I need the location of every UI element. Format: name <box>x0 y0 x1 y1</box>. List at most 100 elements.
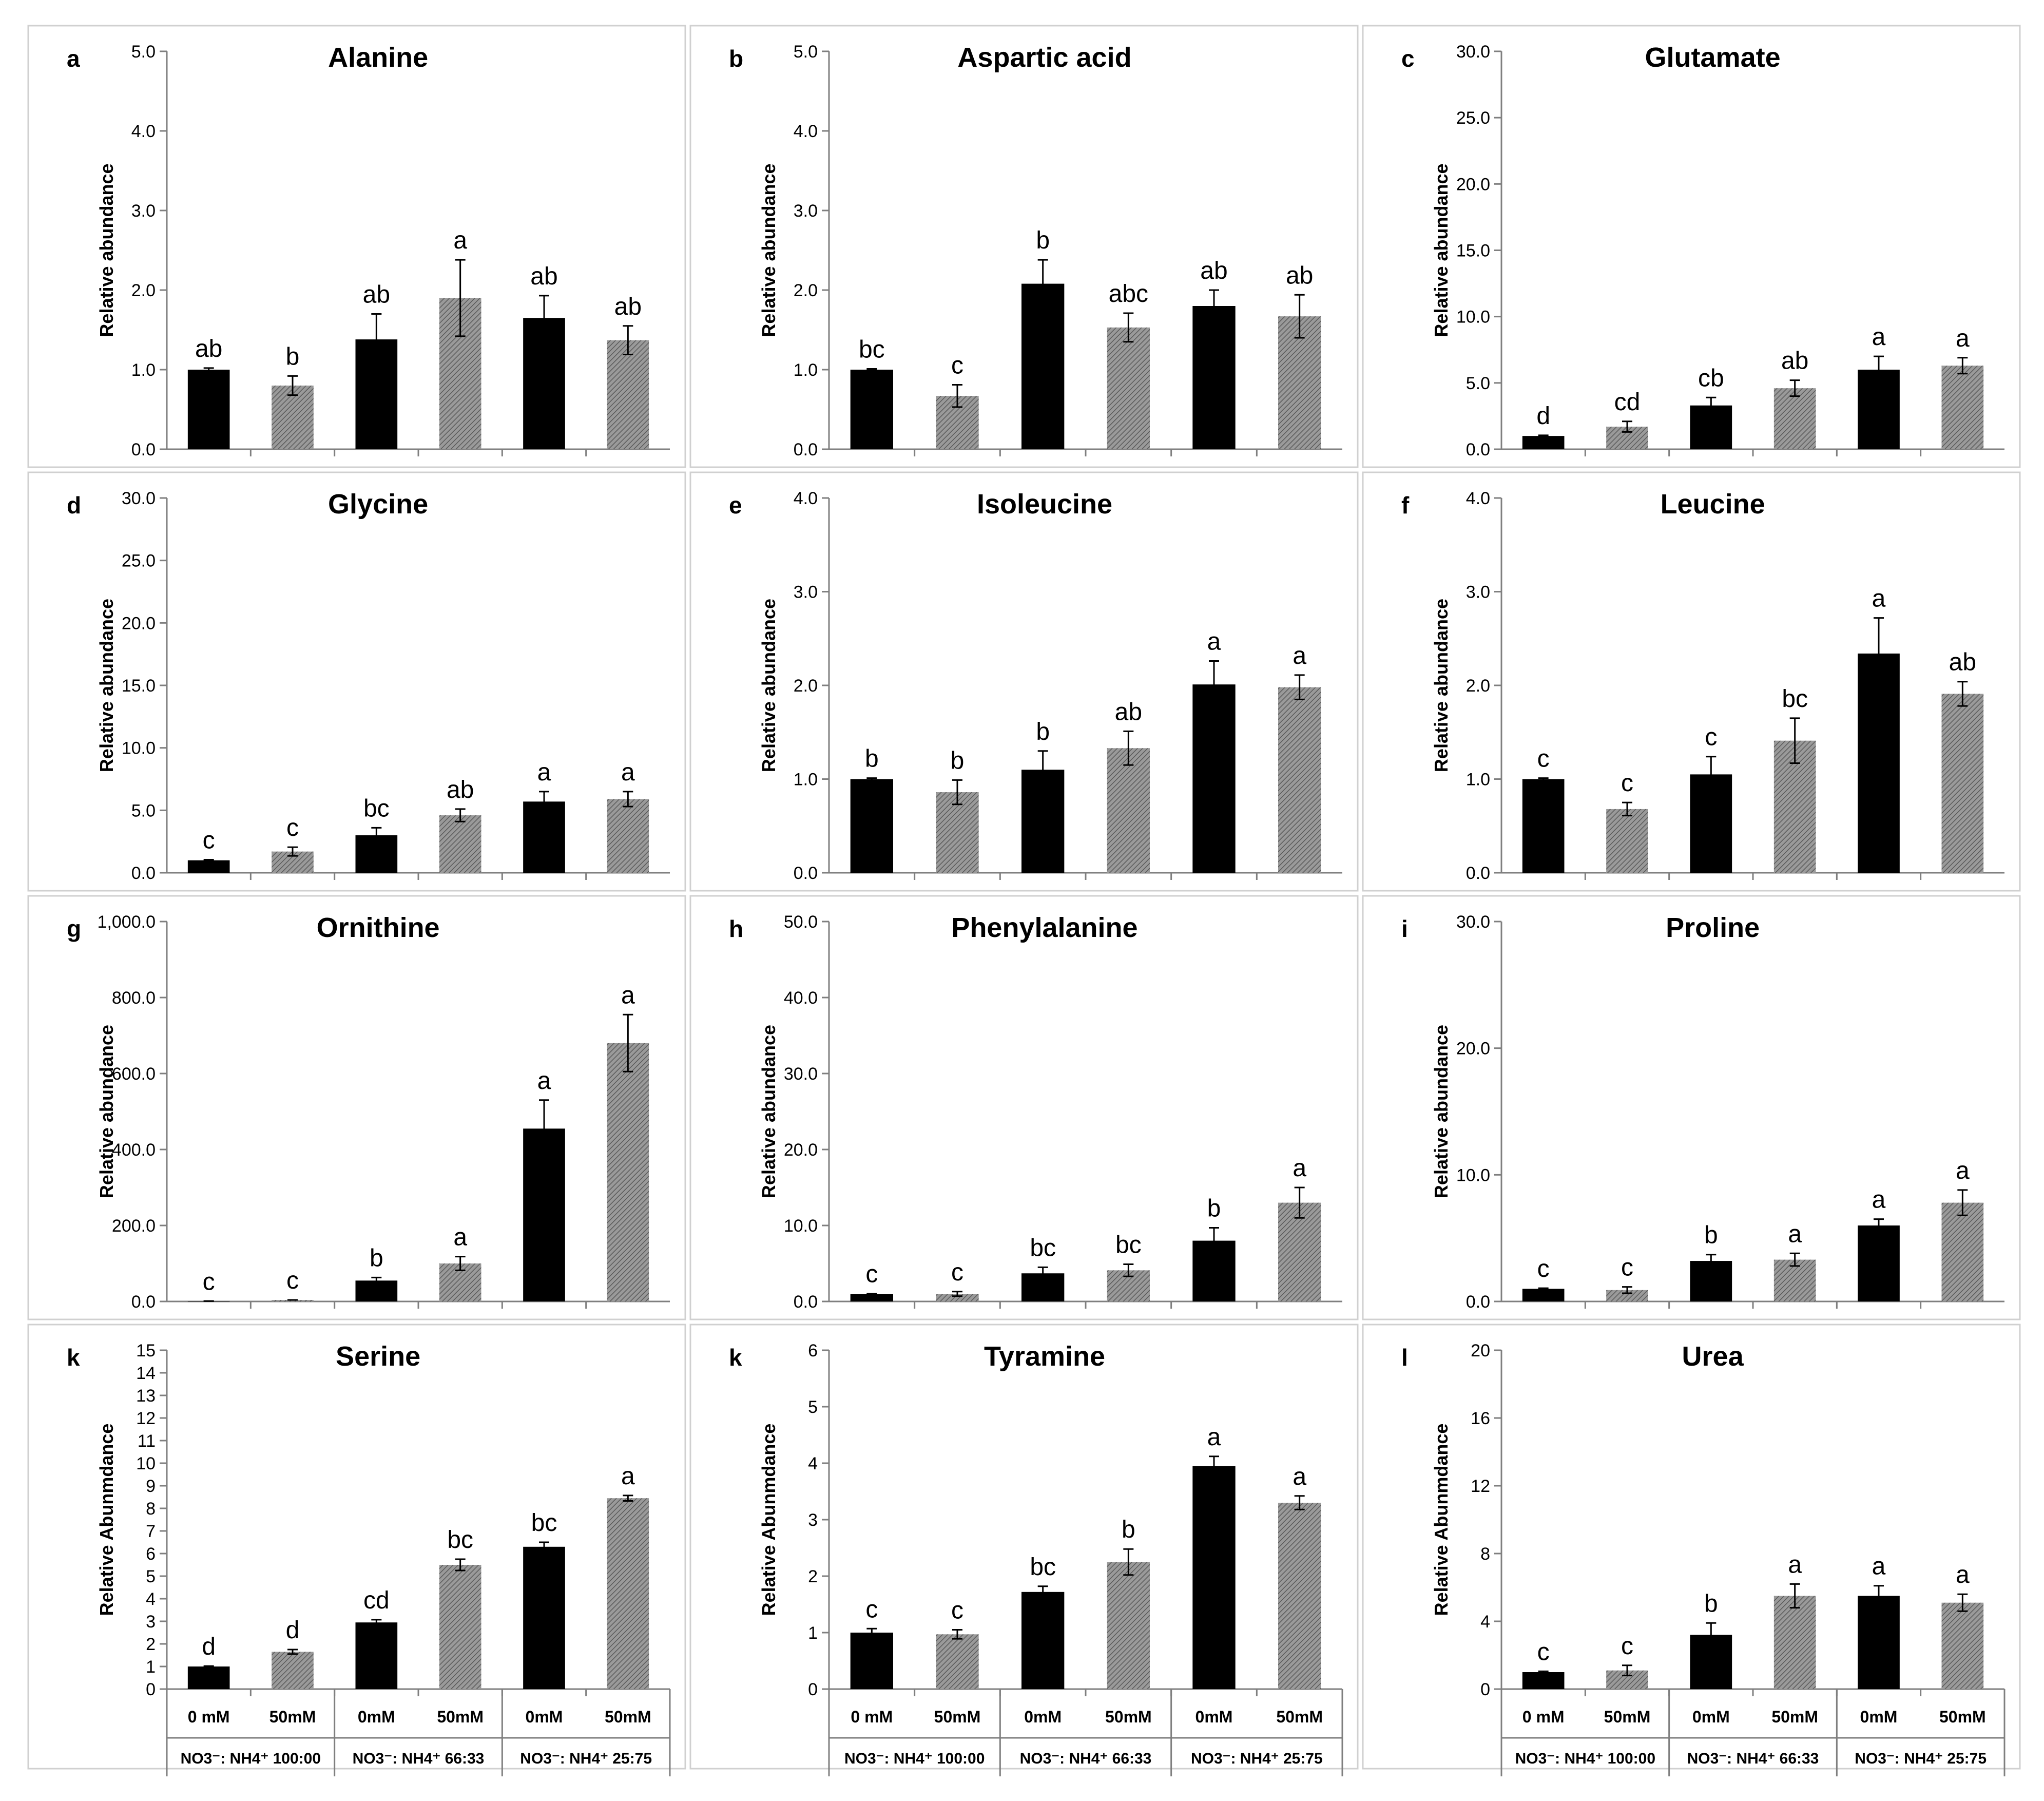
significance-letter: b <box>1122 1516 1135 1543</box>
y-tick-label: 20 <box>1471 1341 1490 1361</box>
panel-letter: b <box>729 45 743 72</box>
panel-letter: e <box>729 492 742 519</box>
panel-letter: k <box>67 1344 80 1371</box>
y-tick-label: 4 <box>808 1454 818 1473</box>
chart-panel-isoleucine: 0.0 1.0 2.0 3.0 4.0 e Isoleucine Relative abund… <box>689 471 1359 892</box>
y-tick-label: 30.0 <box>1456 42 1490 62</box>
y-tick-label: 9 <box>146 1477 156 1496</box>
y-tick-label: 4.0 <box>131 122 156 141</box>
bar <box>523 801 565 873</box>
panel-letter: l <box>1401 1344 1408 1371</box>
y-tick-label: 5 <box>146 1567 156 1586</box>
y-tick-label: 25.0 <box>1456 108 1490 128</box>
y-tick-label: 0.0 <box>131 1292 156 1312</box>
significance-letter: a <box>1956 325 1970 352</box>
bar <box>850 1294 893 1301</box>
bar <box>187 1666 230 1689</box>
significance-letter: c <box>951 1597 963 1624</box>
panel-letter: f <box>1401 492 1410 519</box>
x-group-label: NO3⁻: NH4⁺ 25:75 <box>1191 1750 1323 1767</box>
x-group-label: NO3⁻: NH4⁺ 66:33 <box>353 1750 485 1767</box>
y-tick-label: 800.0 <box>112 988 156 1008</box>
significance-letter: a <box>453 1224 467 1251</box>
significance-letter: c <box>951 352 963 379</box>
y-axis-label: Relative Abunmdance <box>758 1424 779 1616</box>
y-tick-label: 5 <box>808 1397 818 1417</box>
y-tick-label: 10.0 <box>1456 1165 1490 1185</box>
y-tick-label: 20.0 <box>784 1140 818 1160</box>
y-tick-label: 0.0 <box>794 440 818 459</box>
y-tick-label: 0.0 <box>794 1292 818 1312</box>
y-tick-label: 5.0 <box>794 42 818 62</box>
significance-letter: ab <box>1781 348 1808 375</box>
panel-letter: a <box>67 45 80 72</box>
significance-letter: b <box>1704 1222 1718 1249</box>
chart-panel-alanine: 0.0 1.0 2.0 3.0 4.0 5.0 a Alanine Relative abund… <box>27 25 686 468</box>
x-concentration-label: 0mM <box>1024 1708 1062 1726</box>
significance-letter: a <box>1293 1155 1306 1182</box>
y-tick-label: 200.0 <box>112 1216 156 1236</box>
bar <box>1278 687 1321 873</box>
chart-title: Aspartic acid <box>957 42 1131 73</box>
x-group-label: NO3⁻: NH4⁺ 100:00 <box>844 1750 985 1767</box>
x-group-label: NO3⁻: NH4⁺ 100:00 <box>181 1750 321 1767</box>
x-concentration-label: 0mM <box>1692 1708 1730 1726</box>
significance-letter: bc <box>531 1509 557 1537</box>
y-tick-label: 15.0 <box>1456 241 1490 261</box>
significance-letter: bc <box>1782 685 1808 713</box>
y-axis-label: Relative abundance <box>758 1025 779 1198</box>
bar <box>1192 1466 1236 1689</box>
x-group-label: NO3⁻: NH4⁺ 25:75 <box>520 1750 652 1767</box>
panel-letter: d <box>67 492 81 519</box>
significance-letter: cd <box>1614 389 1641 416</box>
y-tick-label: 1.0 <box>794 770 818 790</box>
significance-letter: c <box>1621 770 1633 797</box>
bar <box>1192 684 1236 873</box>
bar <box>1773 1596 1816 1689</box>
significance-letter: cb <box>1698 365 1724 392</box>
panel-frame <box>689 895 1359 1320</box>
panel-frame <box>1362 895 2021 1320</box>
y-tick-label: 14 <box>136 1364 156 1383</box>
significance-letter: c <box>286 814 299 841</box>
y-tick-label: 40.0 <box>784 988 818 1008</box>
chart-panel-proline: 0.0 10.0 20.0 30.0 i Proline Relative abundanc… <box>1362 895 2021 1320</box>
panel-frame <box>27 25 686 468</box>
y-tick-label: 10.0 <box>1456 308 1490 327</box>
chart-panel-leucine: 0.0 1.0 2.0 3.0 4.0 f Leucine Relative abundanc… <box>1362 471 2021 892</box>
significance-letter: c <box>203 827 215 854</box>
panel-frame <box>689 471 1359 892</box>
y-tick-label: 7 <box>146 1522 156 1541</box>
y-tick-label: 20.0 <box>1456 175 1490 194</box>
bar <box>355 1622 398 1689</box>
significance-letter: a <box>453 227 467 254</box>
significance-letter: bc <box>1030 1554 1056 1581</box>
bar <box>272 386 314 449</box>
y-tick-label: 0.0 <box>1466 1292 1490 1312</box>
significance-letter: b <box>1036 718 1050 745</box>
significance-letter: bc <box>859 336 885 363</box>
significance-letter: c <box>1537 1255 1550 1282</box>
x-group-label: NO3⁻: NH4⁺ 25:75 <box>1855 1750 1987 1767</box>
y-axis-label: Relative Abunmdance <box>96 1424 117 1616</box>
y-tick-label: 5.0 <box>131 42 156 62</box>
significance-letter: d <box>1536 403 1550 430</box>
y-tick-label: 0.0 <box>1466 864 1490 883</box>
significance-letter: c <box>1621 1254 1633 1281</box>
y-tick-label: 2.0 <box>794 281 818 300</box>
y-tick-label: 0 <box>1480 1680 1490 1699</box>
significance-letter: c <box>865 1260 878 1288</box>
significance-letter: ab <box>530 263 557 290</box>
significance-letter: d <box>202 1633 216 1660</box>
bar <box>1858 1596 1900 1689</box>
chart-title: Phenylalanine <box>951 912 1137 943</box>
y-tick-label: 1.0 <box>794 360 818 380</box>
x-concentration-label: 50mM <box>1276 1708 1323 1726</box>
y-tick-label: 0 <box>808 1680 818 1699</box>
panel-frame <box>689 25 1359 468</box>
bar <box>1941 366 1984 449</box>
x-concentration-label: 50mM <box>1604 1708 1651 1726</box>
y-tick-label: 11 <box>138 1431 156 1451</box>
significance-letter: c <box>286 1267 299 1294</box>
significance-letter: a <box>1872 585 1886 612</box>
